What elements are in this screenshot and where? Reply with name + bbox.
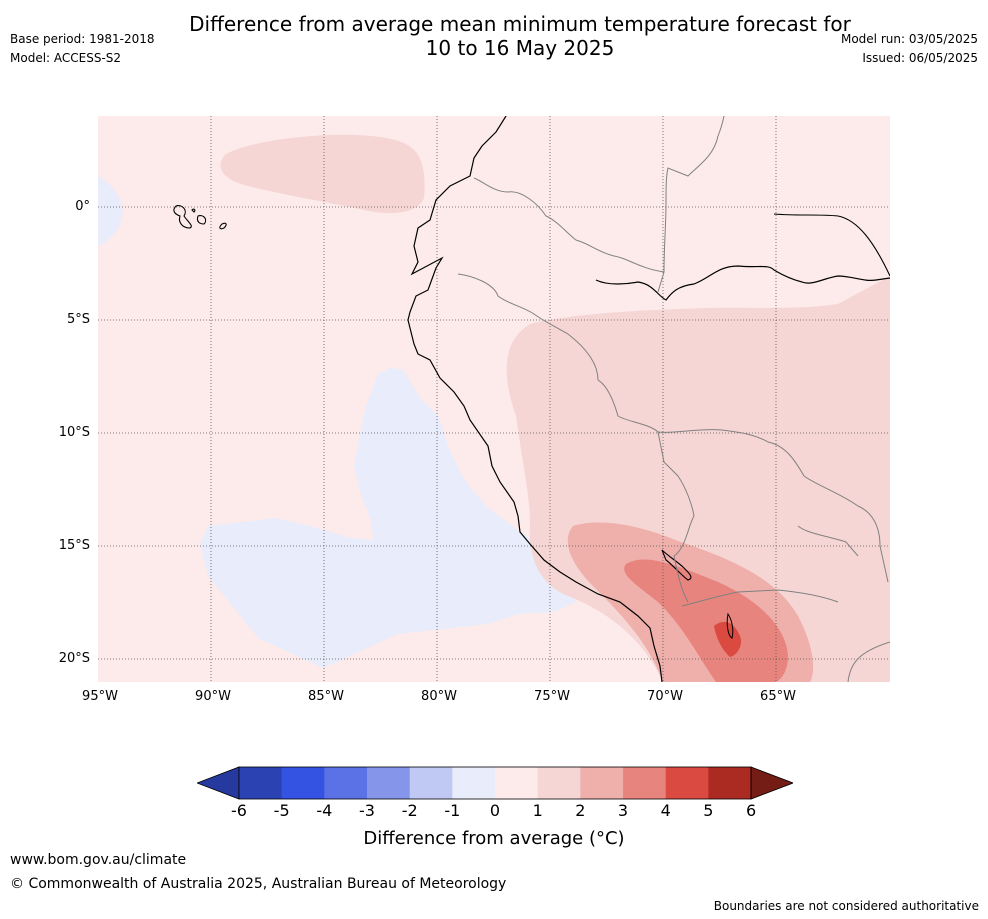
colorbar-cell	[409, 767, 453, 799]
coastline	[407, 116, 663, 682]
footer-url[interactable]: www.bom.gov.au/climate	[10, 852, 187, 868]
colorbar-extend-low	[197, 766, 240, 800]
colorbar-tick-label: 3	[617, 801, 629, 820]
colorbar-tick-label: -3	[359, 801, 375, 820]
lat-label-15s: 15°S	[58, 538, 90, 553]
colorbar-tick-label: 5	[703, 801, 714, 820]
colorbar-cell	[537, 767, 581, 799]
lat-label-0: 0°	[75, 199, 90, 214]
lon-label-75w: 75°W	[534, 689, 570, 704]
model-name: Model: ACCESS-S2	[10, 51, 122, 65]
map-title: Difference from average mean minimum tem…	[0, 12, 988, 60]
lon-label-80w: 80°W	[421, 689, 457, 704]
lon-label-95w: 95°W	[82, 689, 118, 704]
anomaly-region-pos-north	[220, 134, 425, 214]
colorbar-cell	[623, 767, 667, 799]
lat-label-10s: 10°S	[58, 425, 90, 440]
colorbar-label: Difference from average (°C)	[363, 828, 625, 849]
colorbar-cell	[580, 767, 624, 799]
colorbar-border	[238, 766, 752, 800]
colorbar-cell	[239, 767, 283, 799]
issued-date: Issued: 06/05/2025	[862, 51, 978, 65]
colorbar-cell	[281, 767, 325, 799]
colorbar-cell	[367, 767, 411, 799]
base-period: Base period: 1981-2018	[10, 32, 155, 46]
colorbar-cell	[324, 767, 368, 799]
colorbar-cell	[452, 767, 496, 799]
galapagos-islands	[173, 205, 227, 230]
lake-titicaca	[661, 549, 692, 581]
colorbar-tick-label: 2	[575, 801, 586, 820]
colorbar-tick-label: -1	[444, 801, 461, 820]
colorbar-tick-label: -4	[316, 801, 333, 820]
title-line-1: Difference from average mean minimum tem…	[189, 12, 851, 36]
colorbar-cell	[665, 767, 709, 799]
lon-label-65w: 65°W	[760, 689, 796, 704]
footer-disclaimer: Boundaries are not considered authoritat…	[713, 899, 979, 913]
anomaly-region-neg-west	[98, 176, 123, 246]
anomaly-region-pos-3-4	[624, 559, 788, 682]
colorbar-tick-label: 0	[489, 801, 501, 820]
colorbar-cell	[708, 767, 752, 799]
colorbar-cell	[495, 767, 539, 799]
footer-copyright: © Commonwealth of Australia 2025, Austra…	[10, 876, 507, 892]
colorbar-tick-label: -2	[401, 801, 418, 820]
anomaly-region-pos-4-5	[714, 621, 742, 657]
amazon-river	[595, 265, 890, 301]
lat-label-5s: 5°S	[66, 312, 90, 327]
colorbar-tick-label: 4	[660, 801, 671, 820]
colorbar-extend-high	[750, 766, 793, 800]
lon-label-70w: 70°W	[647, 689, 683, 704]
lon-label-90w: 90°W	[195, 689, 231, 704]
inland-lake	[726, 612, 734, 639]
model-run: Model run: 03/05/2025	[840, 32, 978, 46]
colorbar-tick-label: -6	[231, 801, 247, 820]
colorbar-tick-label: 6	[745, 801, 757, 820]
colorbar-tick-label: 1	[532, 801, 543, 820]
lat-label-20s: 20°S	[58, 651, 90, 666]
colorbar	[197, 766, 793, 800]
country-borders	[457, 116, 890, 682]
colorbar-tick-label: -5	[273, 801, 290, 820]
forecast-map	[98, 116, 890, 682]
graticule	[98, 116, 890, 682]
anomaly-region-neg-offshore	[200, 368, 576, 668]
lon-label-85w: 85°W	[308, 689, 344, 704]
title-line-2: 10 to 16 May 2025	[425, 36, 615, 60]
amazon-river-north	[773, 213, 890, 277]
